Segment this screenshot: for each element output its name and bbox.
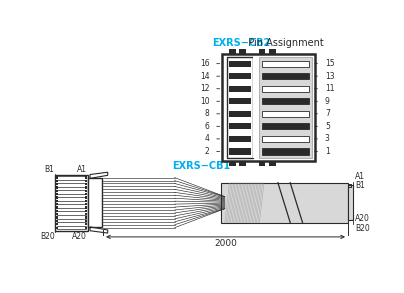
Bar [56,226,59,229]
Bar [84,180,87,182]
Bar [269,49,276,54]
Bar [84,200,87,202]
Bar [263,98,309,104]
Bar [55,175,88,231]
Bar [56,223,59,226]
Bar [229,61,251,67]
Bar [269,161,276,166]
Bar [56,203,59,205]
Bar [263,148,309,154]
Text: 16: 16 [200,59,209,68]
Bar [56,180,59,182]
Text: B20: B20 [355,224,370,233]
Bar [229,73,251,79]
Text: A20: A20 [72,231,87,241]
Text: 4: 4 [204,134,209,143]
Text: A1: A1 [77,165,87,174]
Bar [56,190,59,192]
Bar [56,200,59,202]
Bar [84,226,87,229]
Text: 7: 7 [325,109,330,118]
Bar [84,190,87,192]
Text: EXRS−CB1: EXRS−CB1 [173,161,231,171]
Bar [56,213,59,215]
Bar [84,207,87,209]
Bar [263,61,309,67]
Bar [84,217,87,219]
Bar [253,57,259,158]
Bar [56,217,59,219]
Text: 2000: 2000 [214,239,237,248]
Bar [56,186,59,189]
Text: 11: 11 [325,84,335,93]
Text: EXRS−CB2: EXRS−CB2 [212,38,270,48]
Bar [84,203,87,205]
Bar [240,161,246,166]
Text: 5: 5 [325,122,330,131]
Text: 10: 10 [200,97,209,106]
Text: 1: 1 [325,147,330,156]
Bar [263,136,309,142]
Bar [84,186,87,189]
Text: 15: 15 [325,59,335,68]
Text: B1: B1 [355,181,365,190]
Text: 12: 12 [200,84,209,93]
Text: 6: 6 [204,122,209,131]
Text: A20: A20 [355,214,370,223]
Text: 9: 9 [325,97,330,106]
Bar [84,176,87,179]
Bar [56,207,59,209]
Bar [56,176,59,179]
Bar [88,178,101,227]
Bar [229,161,236,166]
Text: B20: B20 [40,231,55,241]
Text: 8: 8 [204,109,209,118]
Bar [56,193,59,195]
Bar [84,220,87,222]
Bar [259,161,265,166]
Bar [263,73,309,79]
Bar [229,123,251,130]
Bar [84,183,87,185]
Bar [259,49,265,54]
Bar [84,213,87,215]
Bar [56,183,59,185]
Bar [229,111,251,117]
Bar [263,123,309,130]
Text: A1: A1 [355,172,365,181]
Bar [56,197,59,199]
Text: B1: B1 [45,165,55,174]
Bar [229,86,251,92]
Bar [56,210,59,212]
Text: 13: 13 [325,72,335,81]
Bar [259,57,312,158]
Bar [223,54,315,161]
Bar [227,57,253,158]
Text: Pin Assignment: Pin Assignment [242,38,324,48]
Text: 14: 14 [200,72,209,81]
Bar [84,193,87,195]
Bar [229,98,251,104]
Bar [348,185,353,220]
Text: 3: 3 [325,134,330,143]
Bar [263,111,309,117]
Bar [229,148,251,154]
Bar [84,197,87,199]
Bar [84,210,87,212]
Bar [221,183,348,223]
Bar [240,49,246,54]
Text: 2: 2 [204,147,209,156]
Bar [229,136,251,142]
Bar [56,220,59,222]
Bar [84,223,87,226]
Bar [229,49,236,54]
Bar [263,86,309,92]
